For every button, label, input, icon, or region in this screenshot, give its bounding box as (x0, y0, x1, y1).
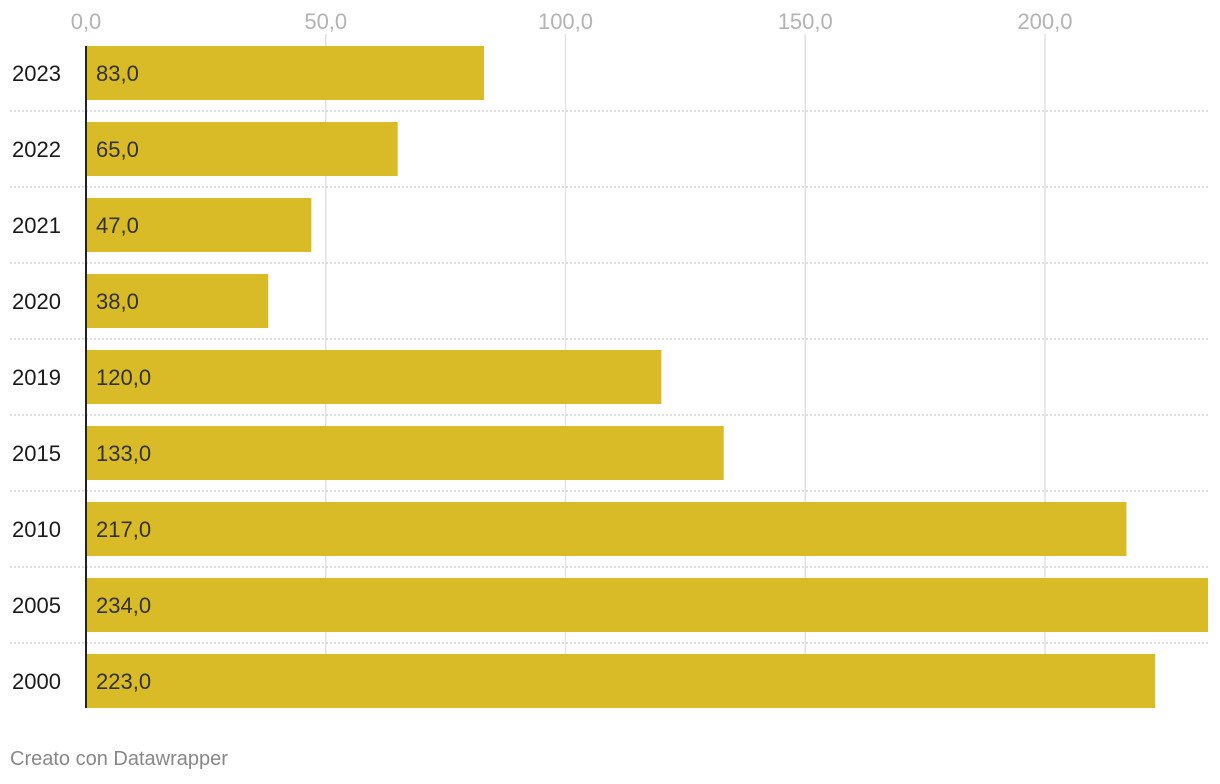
bar-2021 (86, 198, 312, 252)
bar-value-label: 133,0 (96, 441, 151, 466)
bar-value-label: 65,0 (96, 137, 139, 162)
category-label: 2021 (12, 213, 61, 238)
category-label: 2022 (12, 137, 61, 162)
bar-chart: 0,0 50,0 100,0 150,0 200,0 83,0 65,0 47,0 38,0 1… (10, 9, 1208, 708)
x-tick-label: 150,0 (778, 9, 833, 34)
bar-value-label: 217,0 (96, 517, 151, 542)
bar-2023 (86, 46, 484, 100)
footer-credit: Creato con Datawrapper (10, 748, 228, 770)
bar-2000 (86, 654, 1156, 708)
bar-value-label: 83,0 (96, 61, 139, 86)
bar-2010 (86, 502, 1127, 556)
bar-2005 (86, 578, 1208, 632)
category-label: 2010 (12, 517, 61, 542)
bar-value-label: 120,0 (96, 365, 151, 390)
x-tick-label: 0,0 (71, 9, 102, 34)
category-label: 2020 (12, 289, 61, 314)
bar-value-label: 47,0 (96, 213, 139, 238)
x-tick-label: 200,0 (1017, 9, 1072, 34)
category-label: 2015 (12, 441, 61, 466)
category-labels: 2023 2022 2021 2020 2019 2015 2010 2005 2000 (12, 61, 61, 694)
x-tick-label: 50,0 (304, 9, 347, 34)
bar-value-label: 38,0 (96, 289, 139, 314)
category-label: 2005 (12, 593, 61, 618)
bars: 83,0 65,0 47,0 38,0 120,0 133,0 217,0 234,0 223,… (86, 46, 1208, 708)
bar-2019 (86, 350, 662, 404)
category-label: 2000 (12, 669, 61, 694)
bar-value-label: 223,0 (96, 669, 151, 694)
bar-2020 (86, 274, 269, 328)
x-axis-ticks: 0,0 50,0 100,0 150,0 200,0 (71, 9, 1073, 34)
bar-2015 (86, 426, 724, 480)
category-label: 2019 (12, 365, 61, 390)
x-tick-label: 100,0 (538, 9, 593, 34)
bar-value-label: 234,0 (96, 593, 151, 618)
category-label: 2023 (12, 61, 61, 86)
bar-2022 (86, 122, 398, 176)
